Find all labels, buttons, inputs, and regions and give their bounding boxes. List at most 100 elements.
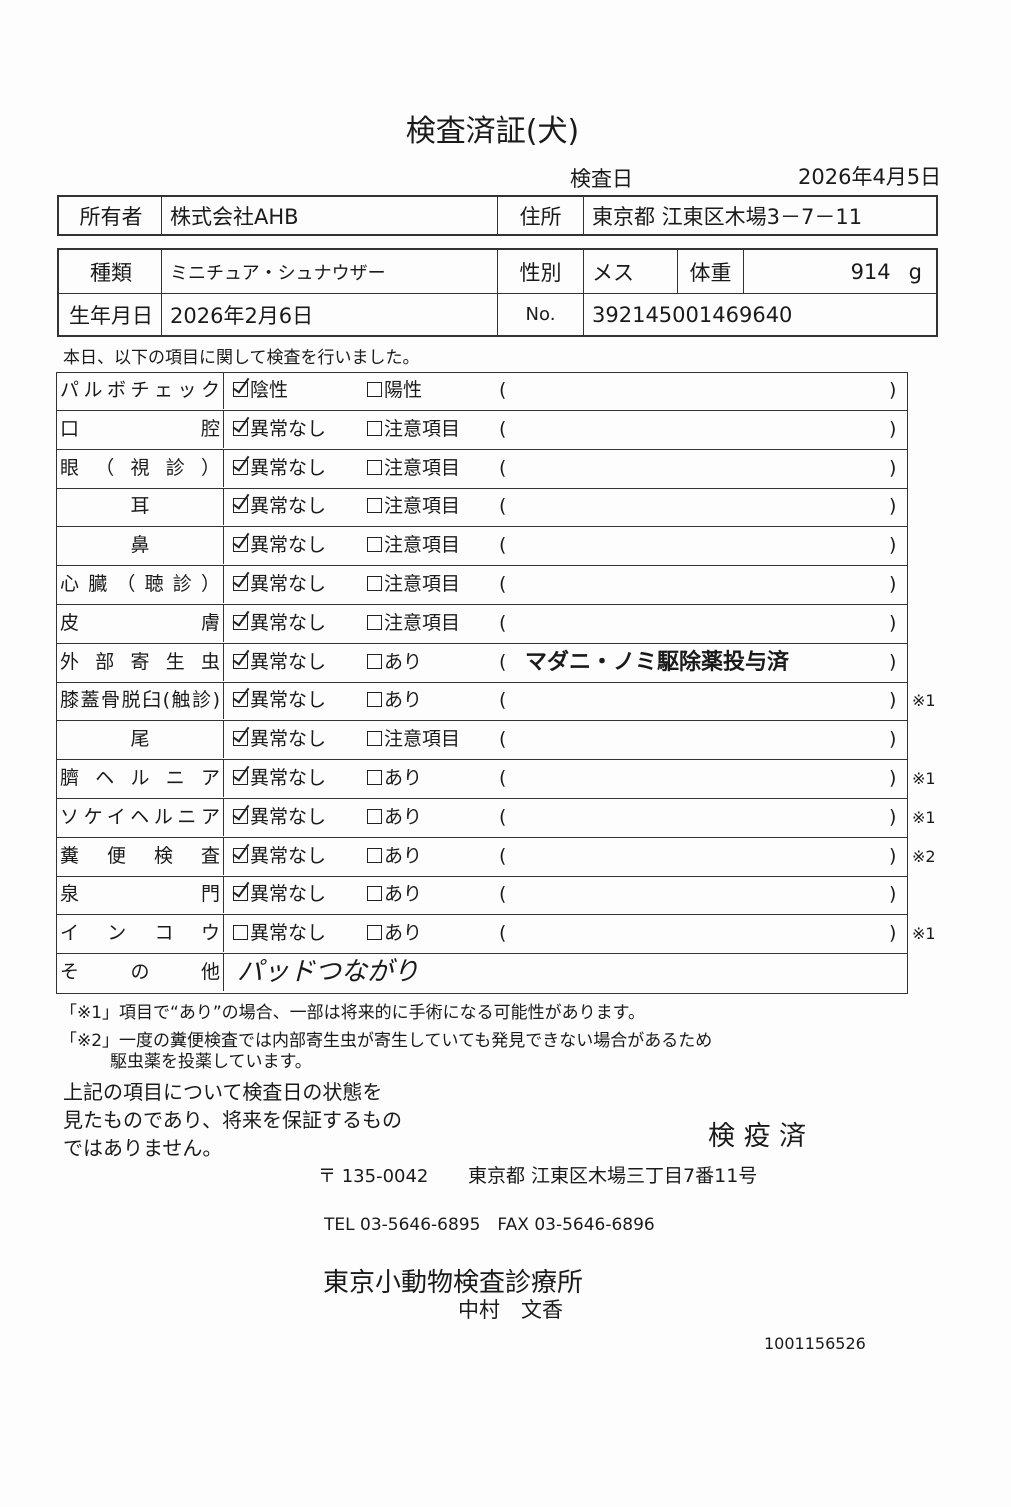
pet-table: 種類 ミニチュア・シュナウザー 性別 メス 体重 914 g 生年月日 2026年… [57, 248, 938, 337]
row-label: 尾 [130, 728, 150, 751]
row-label: 耳 [130, 495, 150, 518]
checkbox[interactable] [367, 382, 382, 397]
open-paren: ( [499, 883, 507, 906]
checkbox[interactable] [233, 420, 248, 436]
checkbox[interactable] [233, 692, 248, 708]
checklist-row: 臍ヘルニア 異常なし あり ( ) ※1 [57, 760, 936, 799]
option-abnormal[interactable]: 注意項目 [367, 527, 460, 564]
option-abnormal[interactable]: あり [367, 838, 422, 875]
option-normal[interactable]: 陰性 [233, 372, 288, 409]
option-abnormal[interactable]: あり [367, 799, 422, 836]
row-comment: マダニ・ノミ駆除薬投与済 [525, 649, 790, 675]
checkbox[interactable] [367, 459, 382, 475]
open-paren: ( [499, 456, 507, 479]
option-abnormal[interactable]: あり [367, 915, 422, 952]
option-normal[interactable]: 異常なし [233, 566, 326, 603]
checklist-row: 耳 異常なし 注意項目 ( ) [57, 488, 908, 528]
option-abnormal[interactable]: あり [367, 644, 422, 681]
option-label: 陰性 [250, 379, 289, 401]
option-normal[interactable]: 異常なし [233, 682, 326, 719]
option-abnormal[interactable]: 注意項目 [367, 450, 460, 487]
checklist-row: 皮 膚 異常なし 注意項目 ( ) [57, 604, 908, 644]
option-abnormal[interactable]: あり [367, 876, 422, 913]
option-normal[interactable]: 異常なし [233, 838, 326, 875]
checkbox[interactable] [367, 576, 382, 591]
checkbox[interactable] [367, 731, 382, 747]
option-abnormal[interactable]: 陽性 [367, 372, 422, 409]
option-normal[interactable]: 異常なし [233, 605, 326, 642]
option-abnormal[interactable]: 注意項目 [367, 566, 460, 603]
checkbox[interactable] [233, 808, 248, 824]
checkbox[interactable] [233, 653, 248, 669]
checkbox[interactable] [233, 847, 248, 863]
checkbox[interactable] [233, 537, 248, 553]
checklist-row: 尾 異常なし 注意項目 ( ) [57, 721, 908, 761]
postal-code: 〒 135-0042 [318, 1166, 429, 1187]
checkbox[interactable] [367, 886, 382, 902]
checkbox[interactable] [233, 459, 248, 475]
option-label: 注意項目 [384, 456, 461, 479]
checkbox[interactable] [367, 653, 382, 669]
option-abnormal[interactable]: 注意項目 [367, 411, 460, 448]
checklist-row: 外部寄生虫 異常なし あり ( マダニ・ノミ駆除薬投与済 ) [57, 643, 908, 683]
option-label: 異常なし [250, 922, 327, 945]
checkbox[interactable] [233, 925, 248, 941]
checkbox[interactable] [367, 420, 382, 436]
checkbox[interactable] [233, 770, 248, 785]
checkbox[interactable] [367, 692, 382, 708]
option-abnormal[interactable]: 注意項目 [367, 721, 460, 758]
row-note: ※1 [912, 924, 936, 944]
exam-date: 2026年4月5日 [798, 165, 942, 189]
option-normal[interactable]: 異常なし [233, 411, 326, 448]
checkbox[interactable] [367, 847, 382, 863]
close-paren: ) [889, 611, 897, 634]
checkbox[interactable] [367, 498, 382, 514]
close-paren: ) [889, 728, 897, 751]
option-label: 異常なし [250, 534, 327, 557]
row-label: 泉 門 [60, 883, 220, 906]
checkbox[interactable] [233, 576, 248, 591]
close-paren: ) [889, 495, 897, 518]
address-value: 東京都 江東区木場3－7－11 [583, 197, 936, 234]
checkbox[interactable] [233, 382, 248, 397]
checkbox[interactable] [367, 770, 382, 785]
checkbox[interactable] [367, 614, 382, 630]
page-title: 検査済証(犬) [405, 114, 580, 149]
checkbox[interactable] [233, 614, 248, 630]
checkbox[interactable] [233, 498, 248, 514]
option-label: あり [384, 767, 423, 789]
option-normal[interactable]: 異常なし [233, 644, 326, 681]
weight-unit: g [908, 259, 922, 284]
option-normal[interactable]: 異常なし [233, 799, 326, 836]
option-normal[interactable]: 異常なし [233, 760, 326, 797]
checklist-row: 眼（視診） 異常なし 注意項目 ( ) [57, 449, 908, 489]
option-abnormal[interactable]: 注意項目 [367, 488, 460, 525]
option-normal[interactable]: 異常なし [233, 527, 326, 564]
row-label: ソケイヘルニア [60, 805, 220, 828]
checkbox[interactable] [367, 537, 382, 553]
row-label: 皮 膚 [60, 611, 220, 634]
option-label: 異常なし [250, 728, 327, 751]
open-paren: ( [499, 495, 507, 518]
checklist-table [56, 372, 908, 994]
row-note: ※1 [912, 769, 936, 788]
option-normal[interactable]: 異常なし [233, 915, 326, 952]
open-paren: ( [499, 417, 507, 440]
option-label: 異常なし [250, 805, 327, 828]
checkbox[interactable] [367, 925, 382, 941]
checkbox[interactable] [367, 808, 382, 824]
open-paren: ( [499, 611, 507, 634]
checkbox[interactable] [233, 886, 248, 902]
disclaimer-line: 上記の項目について検査日の状態を [63, 1080, 383, 1104]
option-abnormal[interactable]: 注意項目 [367, 605, 460, 642]
option-label: 異常なし [250, 650, 327, 673]
checkbox[interactable] [233, 731, 248, 747]
option-normal[interactable]: 異常なし [233, 721, 326, 758]
option-abnormal[interactable]: あり [367, 760, 422, 797]
row-label: 膝蓋骨脱臼(触診) [60, 689, 220, 712]
option-abnormal[interactable]: あり [367, 682, 422, 719]
option-normal[interactable]: 異常なし [233, 450, 326, 487]
option-normal[interactable]: 異常なし [233, 488, 326, 525]
checklist-row: インコウ 異常なし あり ( ) ※1 [57, 915, 936, 955]
option-normal[interactable]: 異常なし [233, 876, 326, 913]
